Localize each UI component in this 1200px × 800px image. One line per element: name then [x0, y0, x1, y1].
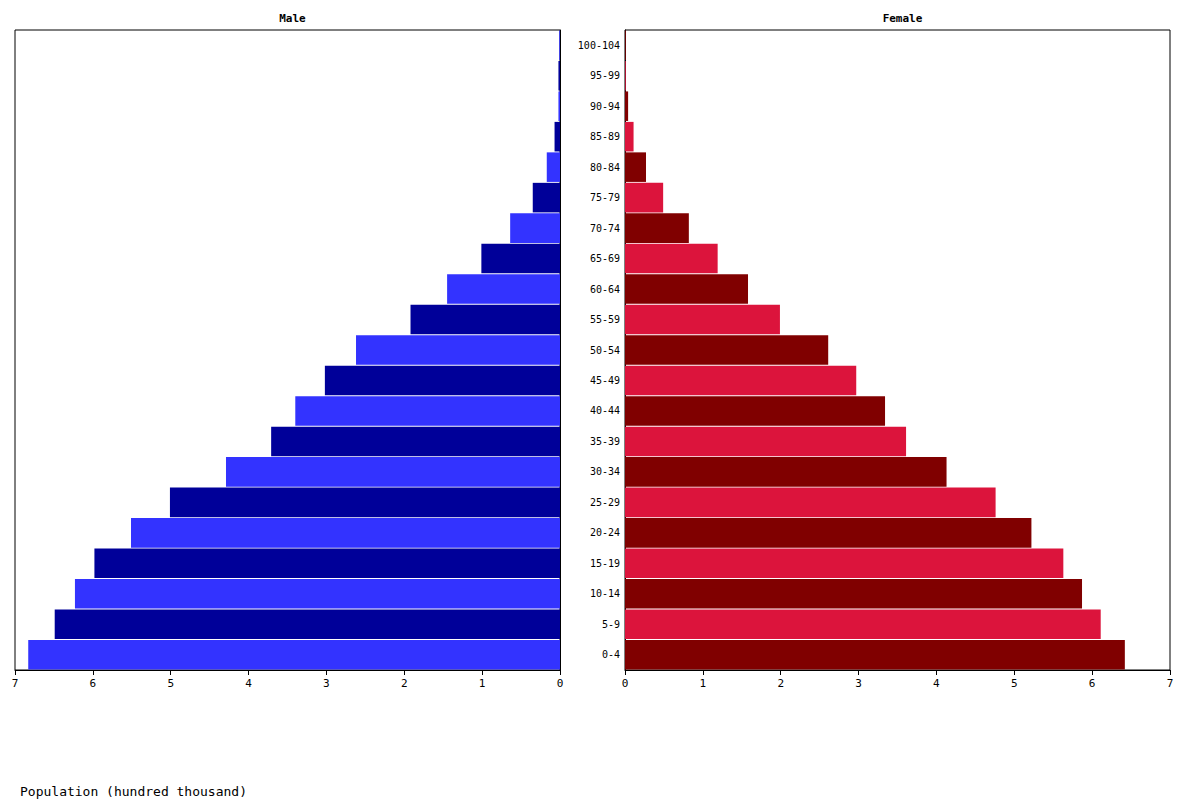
svg-text:2: 2: [401, 677, 408, 690]
svg-text:100-104: 100-104: [578, 40, 620, 51]
svg-text:Female: Female: [883, 12, 923, 25]
svg-text:2: 2: [777, 677, 784, 690]
svg-text:95-99: 95-99: [590, 70, 620, 81]
svg-text:6: 6: [90, 677, 97, 690]
svg-text:20-24: 20-24: [590, 527, 620, 538]
svg-text:7: 7: [1167, 677, 1174, 690]
svg-text:3: 3: [323, 677, 330, 690]
svg-text:25-29: 25-29: [590, 497, 620, 508]
svg-text:75-79: 75-79: [590, 192, 620, 203]
svg-text:6: 6: [1089, 677, 1096, 690]
svg-text:80-84: 80-84: [590, 162, 620, 173]
svg-text:5: 5: [167, 677, 174, 690]
svg-text:45-49: 45-49: [590, 375, 620, 386]
svg-text:7: 7: [12, 677, 19, 690]
svg-text:10-14: 10-14: [590, 588, 620, 599]
svg-text:5-9: 5-9: [602, 619, 620, 630]
svg-text:4: 4: [245, 677, 252, 690]
svg-text:4: 4: [933, 677, 940, 690]
svg-text:65-69: 65-69: [590, 253, 620, 264]
svg-text:Population (hundred thousand): Population (hundred thousand): [20, 784, 247, 799]
svg-text:90-94: 90-94: [590, 101, 620, 112]
svg-text:70-74: 70-74: [590, 223, 620, 234]
svg-text:50-54: 50-54: [590, 345, 620, 356]
svg-text:60-64: 60-64: [590, 284, 620, 295]
svg-text:85-89: 85-89: [590, 131, 620, 142]
svg-text:Male: Male: [279, 12, 306, 25]
svg-text:55-59: 55-59: [590, 314, 620, 325]
svg-text:0-4: 0-4: [602, 649, 620, 660]
svg-text:0: 0: [557, 677, 564, 690]
svg-text:5: 5: [1011, 677, 1018, 690]
svg-text:15-19: 15-19: [590, 558, 620, 569]
svg-text:30-34: 30-34: [590, 466, 620, 477]
svg-text:1: 1: [479, 677, 486, 690]
svg-text:40-44: 40-44: [590, 405, 620, 416]
svg-text:3: 3: [855, 677, 862, 690]
svg-text:35-39: 35-39: [590, 436, 620, 447]
svg-text:0: 0: [622, 677, 629, 690]
svg-text:1: 1: [700, 677, 707, 690]
